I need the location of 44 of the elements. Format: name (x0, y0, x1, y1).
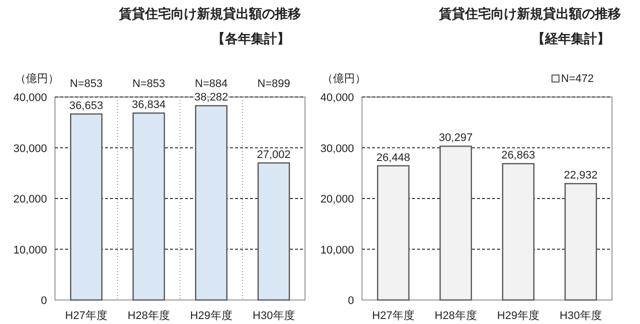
data-label: 36,653 (69, 100, 104, 112)
x-tick-label: H30年度 (560, 309, 602, 322)
y-tick-label: 10,000 (320, 244, 354, 256)
x-tick-label: H28年度 (434, 309, 477, 322)
bar (564, 183, 597, 301)
data-label: 26,863 (501, 150, 536, 162)
bar (132, 112, 165, 301)
data-label: 27,002 (256, 148, 291, 161)
y-tick-label: 30,000 (13, 142, 47, 155)
x-tick-label: H29年度 (190, 309, 232, 322)
y-tick-label: 0 (348, 295, 354, 307)
data-label: 26,448 (376, 152, 410, 164)
y-tick-label: 0 (40, 295, 47, 307)
y-axis-title: （億円） (322, 72, 366, 85)
y-axis-title: （億円） (15, 72, 59, 85)
x-tick-label: H28年度 (128, 309, 170, 322)
y-tick-label: 20,000 (320, 194, 354, 206)
text: N=884 (194, 78, 228, 90)
text: N=853 (70, 78, 103, 90)
bar (195, 105, 228, 301)
y-tick-label: 40,000 (13, 92, 47, 104)
chart-title: 賃貸住宅向け新規貸出額の推移 (118, 6, 301, 21)
x-tick-label: H27年度 (372, 309, 414, 322)
text: N=899 (257, 78, 290, 90)
data-label: 36,834 (132, 99, 166, 112)
legend-label: N=472 (561, 73, 594, 85)
bar (258, 162, 290, 301)
chart-subtitle: 【各年集計】 (212, 31, 290, 46)
chart-title: 賃貸住宅向け新規貸出額の推移 (438, 6, 621, 21)
data-label: 30,297 (438, 132, 473, 144)
y-tick-label: 40,000 (320, 92, 354, 104)
x-tick-label: H27年度 (65, 309, 108, 322)
chart-subtitle: 【経年集計】 (532, 31, 610, 46)
bar (377, 165, 410, 301)
bar (70, 113, 102, 301)
y-tick-label: 20,000 (13, 194, 47, 206)
y-tick-label: 30,000 (320, 142, 354, 155)
data-label: 22,932 (564, 170, 598, 182)
bar (440, 146, 472, 301)
x-tick-label: H30年度 (252, 309, 295, 322)
text: N=853 (132, 78, 166, 90)
bar (502, 163, 534, 301)
y-tick-label: 10,000 (13, 244, 47, 256)
x-tick-label: H29年度 (497, 309, 540, 322)
